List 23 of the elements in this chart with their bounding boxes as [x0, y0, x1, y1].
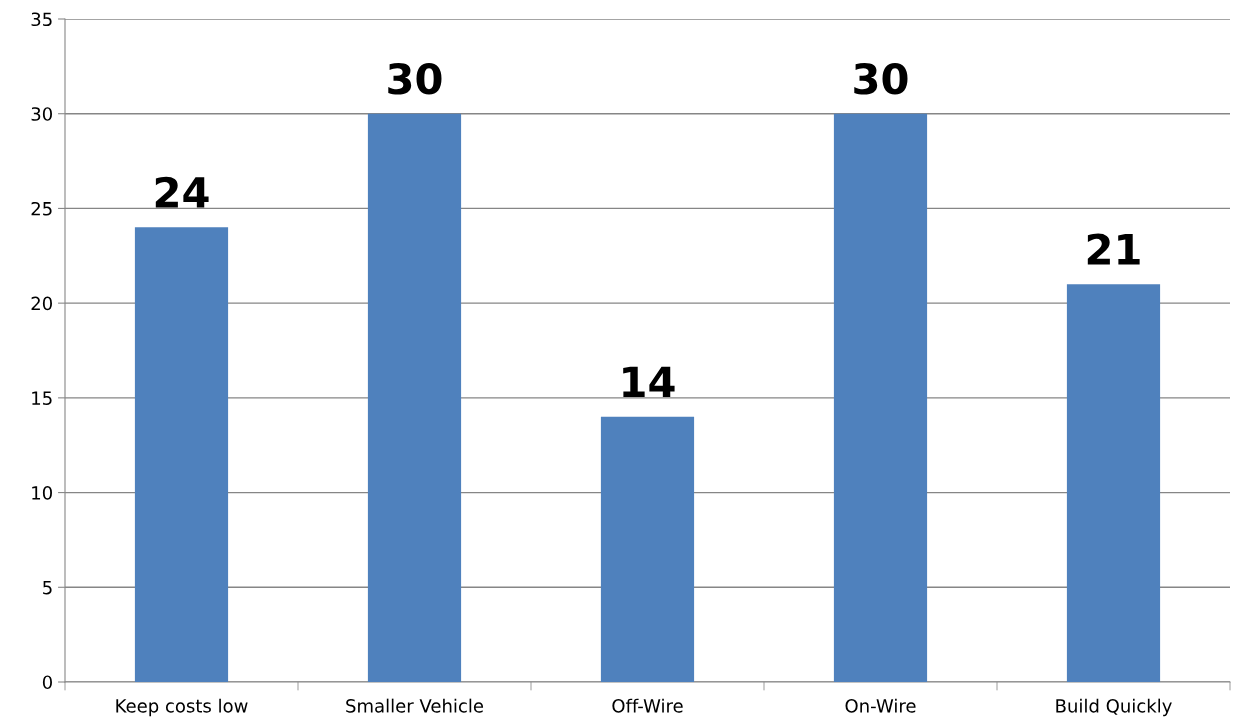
- x-tick-label: Keep costs low: [116, 698, 248, 717]
- bar: [367, 113, 462, 682]
- x-tick-label: Off-Wire: [612, 698, 683, 713]
- data-label: 14: [623, 366, 675, 398]
- bar: [1066, 284, 1161, 682]
- y-tick-label: 20: [31, 296, 52, 311]
- x-tick-label: Smaller Vehicle: [346, 698, 484, 713]
- data-label: 30: [854, 63, 908, 95]
- data-label: 21: [1087, 233, 1140, 265]
- x-tick-label: Build Quickly: [1056, 698, 1172, 717]
- y-tick-label: 0: [42, 675, 52, 690]
- y-tick-label: 15: [32, 391, 52, 405]
- y-tick-label: 25: [31, 201, 52, 216]
- x-tick-label: On-Wire: [845, 698, 916, 713]
- bar: [833, 113, 928, 682]
- y-tick-label: 5: [43, 580, 52, 595]
- data-label: 30: [388, 63, 442, 95]
- bar: [134, 227, 229, 682]
- y-tick-label: 30: [31, 107, 52, 121]
- data-label: 24: [155, 176, 209, 208]
- bar: [600, 416, 695, 682]
- y-tick-label: 35: [31, 12, 52, 27]
- y-tick-label: 10: [32, 486, 52, 500]
